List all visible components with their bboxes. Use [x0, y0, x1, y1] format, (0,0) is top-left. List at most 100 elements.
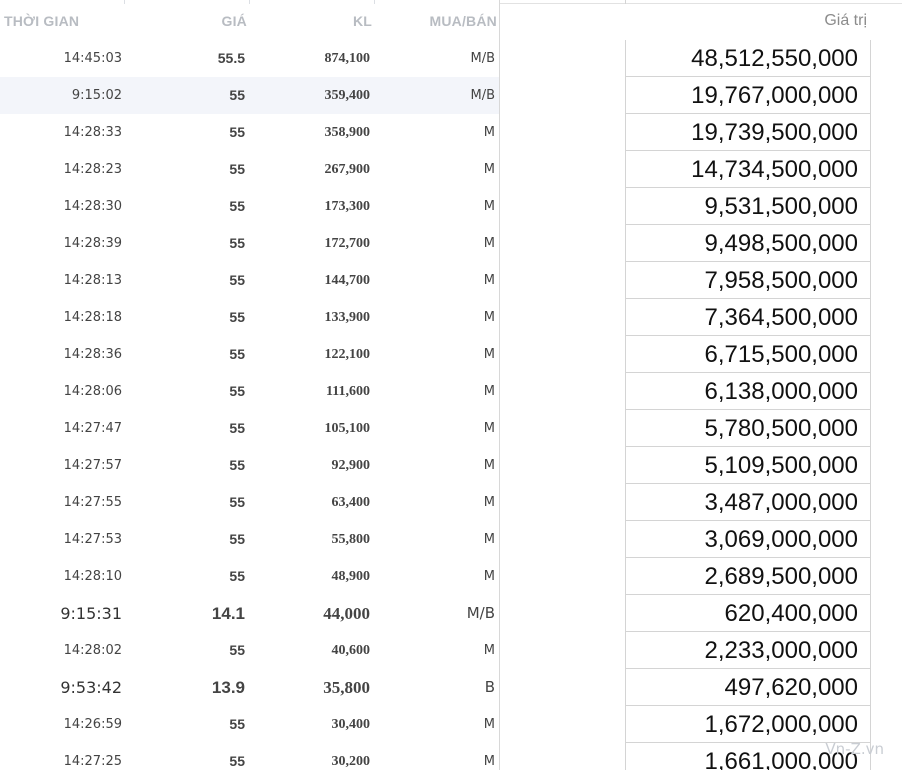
trade-row[interactable]: 14:28:30 55 173,300 M: [0, 188, 500, 225]
value-cell[interactable]: 620,400,000: [626, 595, 870, 632]
trade-row[interactable]: 14:28:06 55 111,600 M: [0, 373, 500, 410]
sheet-grid-line: [870, 40, 871, 770]
trade-time: 14:27:57: [63, 458, 122, 473]
value-cell[interactable]: 6,138,000,000: [626, 373, 870, 410]
header-divider: [249, 0, 250, 4]
trade-row[interactable]: 9:15:31 14.1 44,000 M/B: [0, 595, 500, 632]
header-volume[interactable]: KL: [352, 13, 372, 29]
trade-volume: 874,100: [324, 51, 371, 66]
value-cell[interactable]: 2,689,500,000: [626, 558, 870, 595]
header-price[interactable]: GIÁ: [221, 13, 247, 29]
trade-side: M/B: [466, 604, 495, 622]
trade-volume: 105,100: [324, 421, 371, 436]
trade-row[interactable]: 9:15:02 55 359,400 M/B: [0, 77, 500, 114]
value-cell[interactable]: 7,364,500,000: [626, 299, 870, 336]
value-cell[interactable]: 1,672,000,000: [626, 706, 870, 743]
value-cell[interactable]: 48,512,550,000: [626, 40, 870, 77]
trade-side: B: [484, 678, 495, 696]
trade-table-header: THỜI GIAN GIÁ KL MUA/BÁN: [0, 0, 500, 40]
trade-price: 55: [229, 753, 245, 769]
header-side[interactable]: MUA/BÁN: [429, 13, 497, 29]
trade-side: M: [483, 643, 495, 658]
value-cell[interactable]: 19,767,000,000: [626, 77, 870, 114]
trade-side: M: [483, 273, 495, 288]
trade-volume: 55,800: [331, 532, 371, 547]
trade-time: 14:28:02: [63, 643, 122, 658]
trade-row[interactable]: 14:28:36 55 122,100 M: [0, 336, 500, 373]
header-divider: [124, 0, 125, 4]
watermark: Vn-Z.vn: [825, 740, 884, 758]
trade-side: M: [483, 347, 495, 362]
value-cell[interactable]: 3,487,000,000: [626, 484, 870, 521]
trade-time: 14:28:23: [63, 162, 122, 177]
trade-row[interactable]: 14:28:13 55 144,700 M: [0, 262, 500, 299]
value-cell[interactable]: 19,739,500,000: [626, 114, 870, 151]
trade-price: 55: [229, 642, 245, 658]
value-cell[interactable]: 497,620,000: [626, 669, 870, 706]
value-cell[interactable]: 5,109,500,000: [626, 447, 870, 484]
trade-volume: 40,600: [331, 643, 371, 658]
trade-row[interactable]: 14:28:33 55 358,900 M: [0, 114, 500, 151]
trade-volume: 144,700: [324, 273, 371, 288]
trade-side: M: [483, 236, 495, 251]
value-text: 497,620,000: [724, 674, 858, 701]
trade-price: 14.1: [211, 604, 245, 623]
trade-side: M: [483, 717, 495, 732]
trade-row[interactable]: 14:27:57 55 92,900 M: [0, 447, 500, 484]
value-cell[interactable]: 14,734,500,000: [626, 151, 870, 188]
trade-time: 9:53:42: [60, 678, 122, 697]
value-text: 6,715,500,000: [704, 341, 858, 368]
trade-volume: 35,800: [323, 678, 370, 697]
value-cell[interactable]: 5,780,500,000: [626, 410, 870, 447]
trade-time: 14:26:59: [63, 717, 122, 732]
trade-row[interactable]: 14:28:39 55 172,700 M: [0, 225, 500, 262]
trade-row[interactable]: 14:27:55 55 63,400 M: [0, 484, 500, 521]
value-text: 14,734,500,000: [691, 156, 858, 183]
trade-row[interactable]: 14:27:53 55 55,800 M: [0, 521, 500, 558]
value-text: 3,487,000,000: [704, 489, 858, 516]
value-cell[interactable]: 7,958,500,000: [626, 262, 870, 299]
trade-volume: 358,900: [324, 125, 371, 140]
trade-time: 14:45:03: [63, 51, 122, 66]
trade-row[interactable]: 14:45:03 55.5 874,100 M/B: [0, 40, 500, 77]
trade-row[interactable]: 14:27:47 55 105,100 M: [0, 410, 500, 447]
trade-price: 55: [229, 531, 245, 547]
trade-row[interactable]: 14:28:23 55 267,900 M: [0, 151, 500, 188]
trade-row[interactable]: 9:53:42 13.9 35,800 B: [0, 669, 500, 706]
trade-row[interactable]: 14:26:59 55 30,400 M: [0, 706, 500, 743]
value-column-header[interactable]: Giá trị: [824, 12, 867, 29]
trade-side: M: [483, 199, 495, 214]
trade-volume: 92,900: [331, 458, 371, 473]
value-text: 620,400,000: [724, 600, 858, 627]
value-cell[interactable]: 9,531,500,000: [626, 188, 870, 225]
value-cell[interactable]: 1,661,000,000: [626, 743, 870, 770]
header-time[interactable]: THỜI GIAN: [4, 13, 80, 29]
trade-price: 55: [229, 198, 245, 214]
value-text: 9,498,500,000: [704, 230, 858, 257]
sheet-grid-line: [625, 40, 626, 770]
value-cell[interactable]: 9,498,500,000: [626, 225, 870, 262]
trade-row[interactable]: 14:28:02 55 40,600 M: [0, 632, 500, 669]
trade-row[interactable]: 14:27:25 55 30,200 M: [0, 743, 500, 770]
value-sheet: Giá trị 48,512,550,000 19,767,000,000 19,7…: [499, 0, 902, 770]
trade-volume: 173,300: [324, 199, 371, 214]
value-cell[interactable]: 2,233,000,000: [626, 632, 870, 669]
value-text: 2,689,500,000: [704, 563, 858, 590]
value-cell[interactable]: 3,069,000,000: [626, 521, 870, 558]
value-text: 48,512,550,000: [691, 45, 858, 72]
trade-time: 14:28:33: [63, 125, 122, 140]
value-cell[interactable]: 6,715,500,000: [626, 336, 870, 373]
trade-table: THỜI GIAN GIÁ KL MUA/BÁN 14:45:03 55.5 874…: [0, 0, 500, 770]
trade-time: 14:28:13: [63, 273, 122, 288]
trade-rows: 14:45:03 55.5 874,100 M/B 9:15:02 55 359,400 M/…: [0, 40, 500, 770]
trade-volume: 172,700: [324, 236, 371, 251]
trade-time: 14:27:55: [63, 495, 122, 510]
trade-side: M: [483, 569, 495, 584]
trade-volume: 267,900: [324, 162, 371, 177]
trade-row[interactable]: 14:28:10 55 48,900 M: [0, 558, 500, 595]
trade-time: 9:15:31: [60, 604, 122, 623]
trade-row[interactable]: 14:28:18 55 133,900 M: [0, 299, 500, 336]
trade-price: 55: [229, 494, 245, 510]
trade-volume: 48,900: [331, 569, 371, 584]
trade-price: 55: [229, 716, 245, 732]
